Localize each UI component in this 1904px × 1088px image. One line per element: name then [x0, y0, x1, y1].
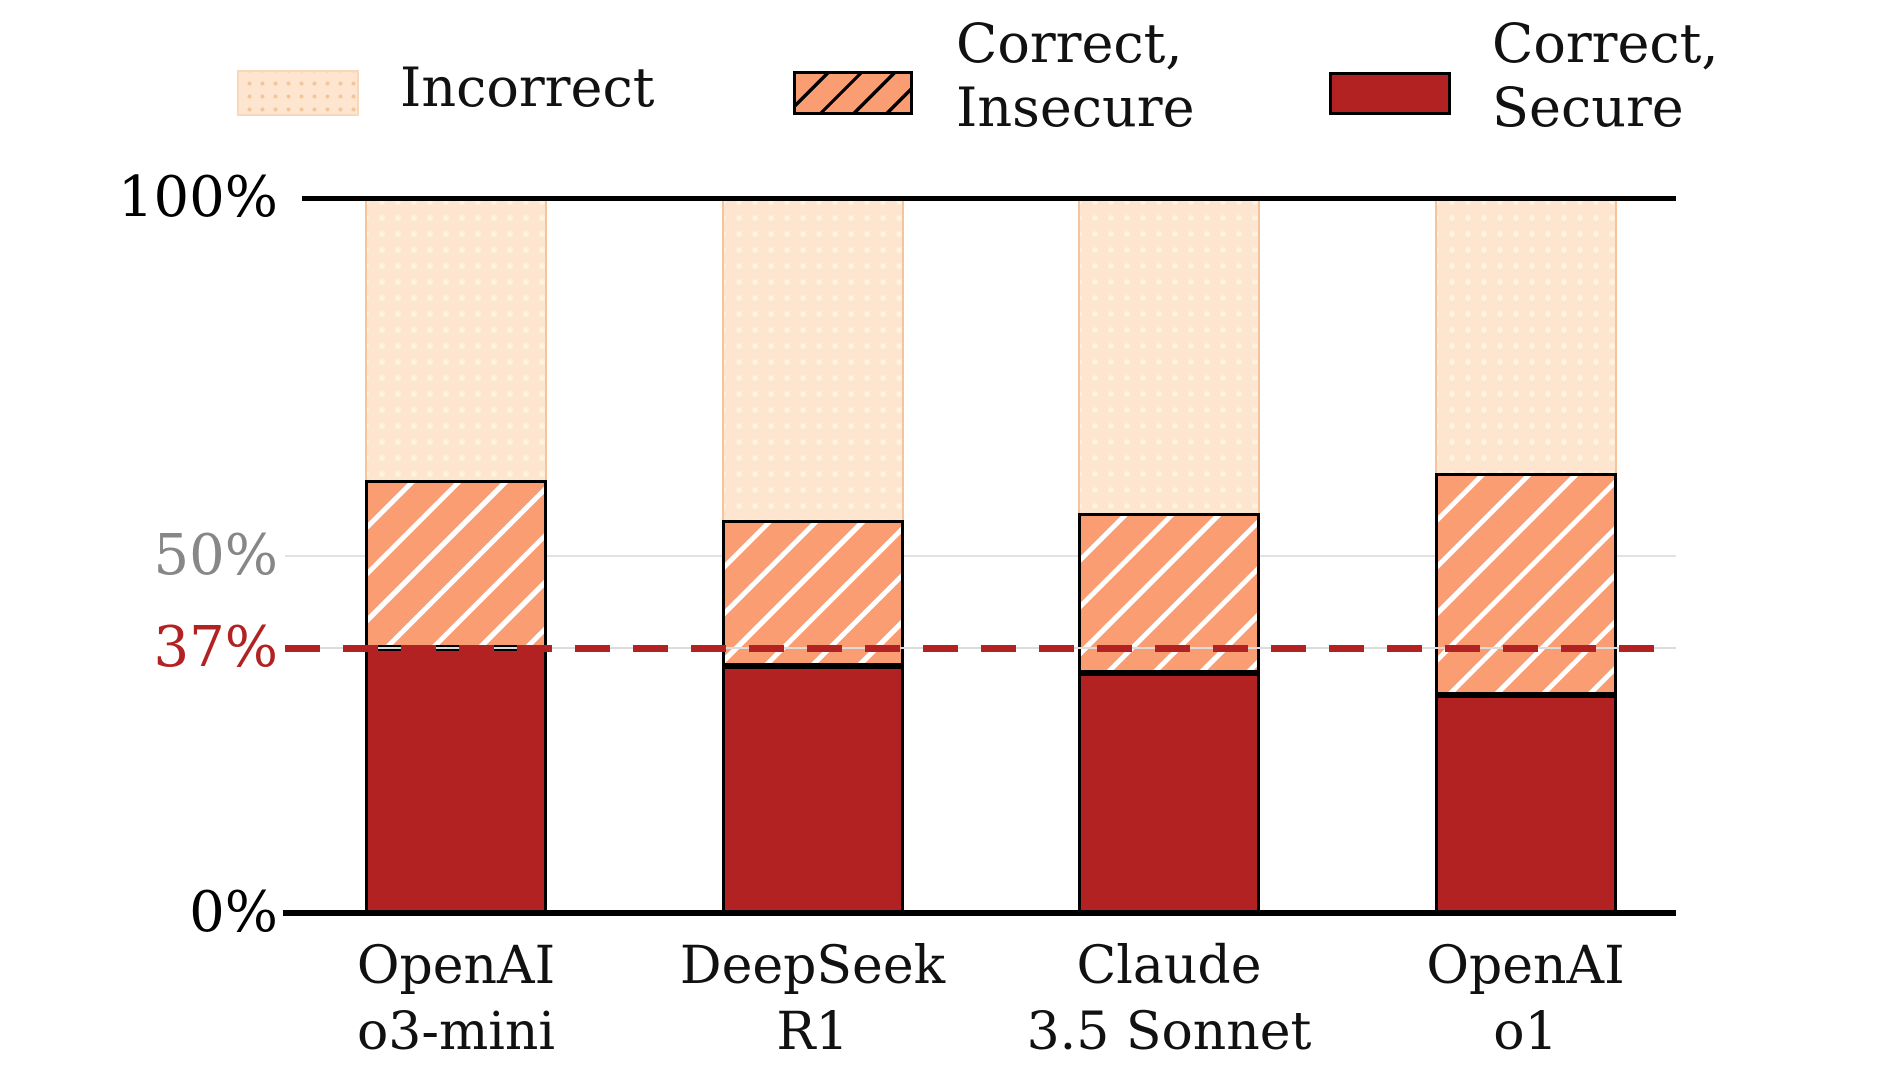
- y-tick-label-0: 0%: [189, 880, 278, 945]
- x-axis-line: [283, 910, 1676, 916]
- legend-swatch-correct-secure-icon: [1329, 72, 1451, 115]
- y-tick-label-37: 37%: [153, 615, 278, 681]
- x-tick-label-openai-o1: OpenAI o1: [1426, 936, 1625, 1062]
- legend-label-incorrect: Incorrect: [400, 56, 655, 119]
- bar-segment-incorrect: [721, 198, 904, 520]
- dashed-37-percent-line: [285, 644, 1676, 652]
- bar-segment-correct-insecure: [365, 480, 547, 649]
- x-axis-labels: OpenAI o3-mini DeepSeek R1 Claude 3.5 Sonn…: [285, 933, 1676, 1083]
- legend-swatch-correct-insecure-icon: [793, 71, 913, 115]
- bar-segment-incorrect: [1434, 198, 1617, 474]
- axis-100-percent-line: [302, 196, 1676, 201]
- bar-segment-correct-secure: [365, 648, 547, 913]
- y-tick-label-50: 50%: [153, 522, 278, 588]
- bar-segment-correct-secure: [1078, 673, 1260, 913]
- legend-label-correct-secure: Correct, Secure: [1492, 12, 1719, 139]
- bar-openai-o3-mini: [365, 198, 547, 913]
- y-tick-label-100: 100%: [117, 165, 278, 230]
- x-tick-label-claude-3-5-sonnet: Claude 3.5 Sonnet: [1026, 936, 1312, 1062]
- bar-segment-correct-secure: [721, 666, 904, 913]
- gridline-50-percent: [285, 554, 1676, 557]
- bar-segment-incorrect: [365, 198, 547, 481]
- bar-segment-correct-insecure: [721, 519, 904, 667]
- legend-label-correct-insecure: Correct, Insecure: [956, 12, 1195, 139]
- bar-deepseek-r1: [721, 198, 904, 913]
- bar-segment-incorrect: [1078, 198, 1260, 513]
- x-tick-label-deepseek-r1: DeepSeek R1: [679, 936, 946, 1062]
- bar-segment-correct-secure: [1434, 694, 1617, 913]
- y-axis-labels: 100% 50% 37% 0%: [0, 165, 278, 945]
- plot-area: [283, 196, 1676, 916]
- bar-claude-3-5-sonnet: [1078, 198, 1260, 913]
- legend-swatch-incorrect-icon: [237, 70, 359, 116]
- bar-segment-correct-insecure: [1434, 473, 1617, 695]
- x-tick-label-openai-o3-mini: OpenAI o3-mini: [356, 936, 556, 1062]
- bar-openai-o1: [1434, 198, 1617, 913]
